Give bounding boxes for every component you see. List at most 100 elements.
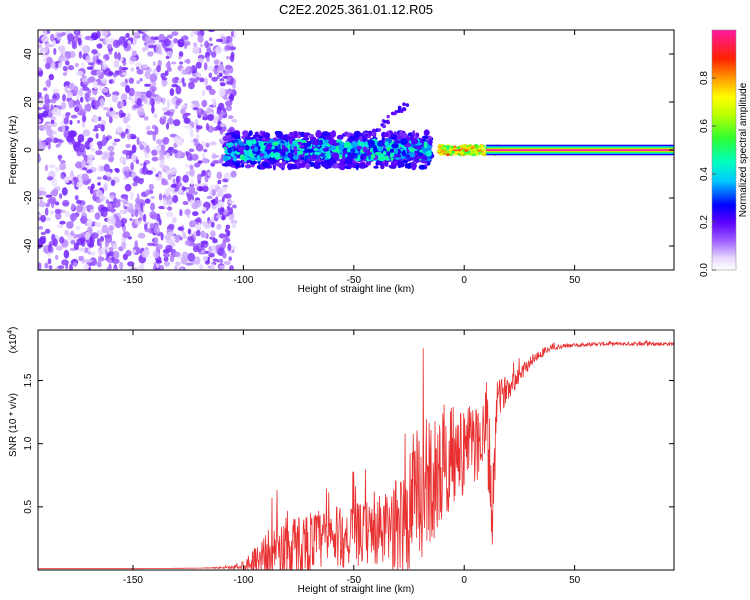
spectrogram-cell: [180, 35, 189, 41]
spectrogram-cell: [100, 30, 109, 37]
spectrogram-cell: [171, 61, 177, 65]
spectrogram-cell: [163, 256, 169, 263]
spectrogram-cell: [134, 240, 138, 250]
snr-y-label: SNR (10 * v/v): [8, 393, 19, 457]
spectrogram-cell: [112, 114, 119, 119]
spectrogram-cell: [53, 48, 57, 55]
spectrogram-cell: [312, 154, 317, 160]
spectrogram-cell: [195, 76, 200, 81]
spectrogram-cell: [187, 228, 192, 235]
spectrogram-cell: [215, 46, 223, 54]
spectrogram-cell: [61, 101, 66, 110]
spectrogram-cell: [44, 217, 52, 221]
spectrogram-cell: [168, 231, 175, 237]
spectrogram-cell: [156, 65, 162, 73]
spectrogram-cell: [219, 36, 227, 45]
spectrogram-cell: [223, 96, 229, 101]
spectrogram-cell: [169, 254, 175, 263]
spectrogram-cell: [96, 230, 104, 235]
spectrogram-cell: [202, 185, 209, 193]
spectrogram-cell: [84, 105, 89, 111]
spectrogram-cell: [239, 150, 244, 155]
spectrogram-cell: [175, 261, 181, 267]
spectrogram-cell: [120, 209, 126, 214]
spectrogram-cell: [228, 143, 234, 147]
spectrogram-cell: [346, 148, 352, 153]
spectrogram-cell: [451, 150, 456, 154]
spectrogram-cell: [74, 195, 79, 201]
spectrogram-cell: [104, 240, 109, 248]
spectrogram-cell: [128, 96, 133, 101]
colorbar-tick-label: 0.6: [699, 119, 710, 133]
spectrogram-cell: [390, 111, 395, 116]
spectrogram-cell: [328, 139, 336, 145]
spectrogram-cell: [389, 148, 394, 153]
spectrogram-cell: [293, 141, 298, 146]
spectrogram-cell: [195, 143, 204, 152]
spectrogram-cell: [69, 264, 73, 270]
spectrogram-cell: [189, 168, 195, 177]
spectrogram-cell: [43, 87, 48, 91]
spectrogram-cell: [402, 149, 406, 157]
spectrogram-cell: [218, 233, 226, 239]
spectrogram-cell: [76, 238, 84, 246]
spectrogram-cell: [281, 160, 287, 166]
spectrogram-cell: [191, 30, 195, 36]
spectrogram-cell: [108, 225, 115, 231]
spectrogram-cell: [110, 207, 115, 214]
spectrogram-cell: [373, 165, 379, 169]
spectrogram-cell: [188, 148, 195, 153]
spectrogram-cell: [84, 140, 92, 150]
spectrogram-cell: [54, 167, 61, 172]
spectrogram-cell: [43, 30, 48, 37]
spectrogram-cell: [289, 138, 293, 145]
spectrogram-cell: [112, 141, 117, 147]
spectrogram-cell: [136, 69, 144, 75]
spectrogram-cell: [208, 245, 212, 254]
spectrogram-cell: [70, 114, 78, 119]
spectrogram-cell: [208, 252, 215, 258]
spectrogram-cell: [189, 133, 195, 138]
spectrogram-cell: [40, 35, 49, 43]
spectrogram-cell: [140, 202, 144, 212]
spectrogram-cell: [216, 259, 220, 263]
spectrogram-cell: [294, 149, 298, 157]
spectrogram-cell: [119, 199, 127, 203]
spectrogram-cell: [166, 34, 174, 39]
spectrogram-cell: [103, 246, 109, 251]
spectrogram-cell: [88, 62, 94, 66]
spectrogram-cell: [98, 85, 103, 92]
spectrogram-cell: [284, 147, 288, 152]
spectrogram-cell: [77, 134, 85, 143]
spectrogram-cell: [180, 267, 184, 270]
spectrogram-cell: [190, 178, 194, 186]
spectrogram-cell: [400, 138, 408, 146]
spectrogram-cell: [169, 108, 176, 113]
spectrogram-cell: [352, 162, 357, 169]
spectrogram-cell: [162, 116, 167, 120]
spectrogram-cell: [73, 85, 79, 94]
spectrogram-cell: [96, 43, 103, 49]
spectrogram-cell: [219, 123, 226, 128]
spectrogram-cell: [144, 198, 151, 204]
spectrogram-cell: [184, 240, 191, 246]
spectrogram-cell: [95, 133, 99, 139]
spectrogram-cell: [163, 111, 170, 116]
spectrogram-cell: [391, 143, 399, 149]
spectrogram-cell: [93, 80, 99, 90]
spectrogram-x-label: Height of straight line (km): [298, 284, 415, 295]
spectrogram-cell: [75, 204, 84, 213]
spectrogram-cell: [192, 107, 199, 111]
spectrogram-cell: [471, 145, 475, 148]
spectrogram-cell: [244, 156, 248, 160]
spectrogram-cell: [299, 151, 304, 155]
spectrogram-cell: [151, 105, 155, 114]
spectrogram-cell: [200, 231, 207, 238]
spectrogram-cell: [44, 207, 49, 216]
spectrogram-cell: [185, 67, 188, 75]
spectrogram-cell: [125, 84, 130, 94]
spectrogram-cell: [38, 201, 46, 208]
spectrogram-cell: [165, 122, 170, 130]
spectrogram-cell: [45, 202, 50, 208]
spectrogram-cell: [131, 144, 137, 154]
